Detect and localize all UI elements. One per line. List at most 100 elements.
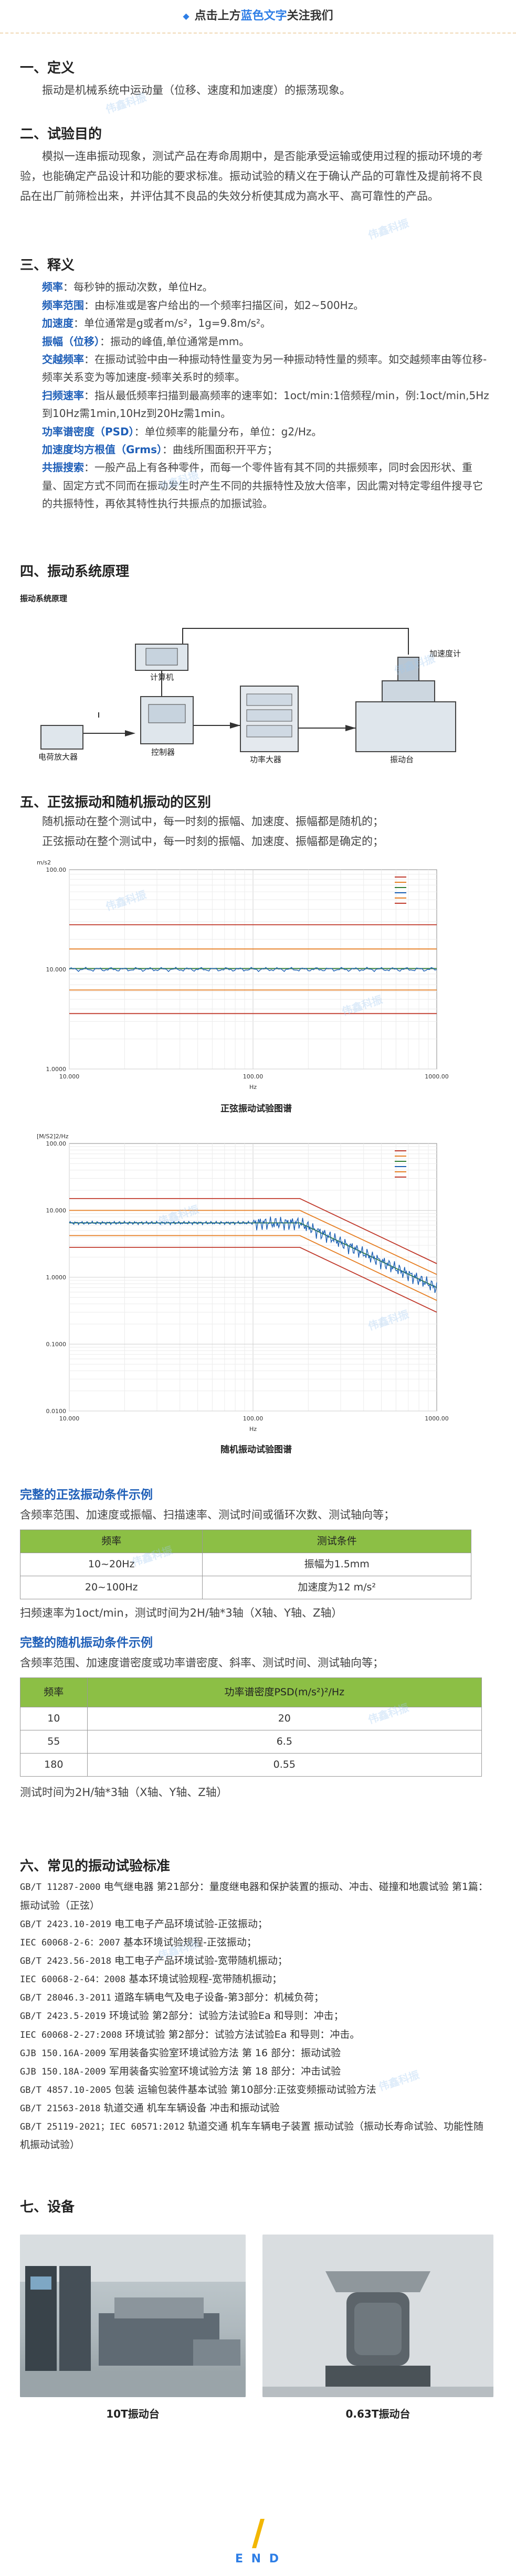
- table-row: 10 20: [20, 1707, 482, 1731]
- random-example: 完整的随机振动条件示例 含频率范围、加速度谱密度或功率谱密度、斜率、测试时间、测…: [20, 1632, 492, 1803]
- glossary-term: 振幅（位移）: [42, 335, 100, 348]
- table-cell: 10~20Hz: [19, 1553, 203, 1577]
- sine-table: 频率 测试条件 10~20Hz 振幅为1.5mm 20~100Hz 加速度为12…: [19, 1530, 471, 1600]
- table-row: 180 0.55: [20, 1753, 482, 1777]
- table-cell: 6.5: [87, 1730, 482, 1754]
- y-tick-label: 100.00: [46, 867, 67, 873]
- photo-10t-shaker: [20, 2235, 246, 2397]
- standard-title: 军用装备实验室环境试验方法 第 16 部分：振动试验: [109, 2047, 341, 2059]
- standard-title: 基本环境试验规程-正弦振动；: [123, 1936, 257, 1948]
- chevron-down-icon: ◆: [183, 11, 189, 21]
- section-glossary: 三、释义 频率：每秒钟的振动次数，单位Hz。 频率范围：由标准或是客户给出的一个频…: [20, 256, 492, 512]
- glossary-item: 加速度均方根值（Grms）：曲线所围面积开平方；: [42, 441, 492, 458]
- standard-item: GB/T 25119-2021；IEC 60571:2012 轨道交通 机车车辆…: [20, 2118, 492, 2154]
- standard-code: GB/T 2423.10-2019: [20, 1919, 111, 1930]
- y-tick-label: 0.1000: [46, 1341, 67, 1348]
- series-line: [69, 1198, 437, 1264]
- standard-code: GB/T 4857.10-2005: [20, 2085, 111, 2096]
- y-axis-label: m/s2: [37, 859, 51, 866]
- glossary-term: 频率: [42, 281, 63, 294]
- table-header: 频率: [20, 1677, 88, 1708]
- x-tick-label: 10.000: [59, 1073, 80, 1080]
- standard-title: 基本环境试验规程-宽带随机振动；: [129, 1973, 282, 1985]
- watermark-text: 伟鑫科振: [366, 217, 410, 242]
- section-purpose: 二、试验目的 模拟一连串振动现象，测试产品在寿命周期中，是否能承受运输或使用过程…: [20, 125, 492, 207]
- glossary-term: 加速度均方根值（Grms）: [42, 443, 163, 456]
- standard-title: 轨道交通 机车车辆电子装置 振动试验（振动长寿命试验、功能性随机振动试验）: [20, 2121, 483, 2151]
- shaker-063t-illustration: [262, 2235, 493, 2397]
- standard-code: GB/T 28046.3-2011: [20, 1993, 111, 2004]
- glossary-text: ：在振动试验中由一种振动特性量变为另一种振动特性量的频率。如交越频率由等位移-频…: [42, 352, 487, 384]
- glossary-term: 频率范围: [42, 298, 84, 312]
- sine-chart: 10.000 100.00 1000.00 100.00 10.000 1.0000 m/s…: [33, 854, 468, 1095]
- glossary-text: ：指从最低频率扫描到最高频率的速率如：1oct/min:1倍频程/min，例:1…: [42, 389, 489, 420]
- glossary-item: 共振搜索：一般产品上有各种零件，而每一个零件皆有其不同的共振频率，同时会因形状、…: [42, 458, 492, 512]
- standard-item: GB/T 2423.10-2019 电工电子产品环境试验-正弦振动；: [20, 1915, 492, 1933]
- glossary-text: ：由标准或是客户给出的一个频率扫描区间，如2~500Hz。: [84, 298, 364, 312]
- diagram-title: 振动系统原理: [20, 594, 68, 603]
- y-tick-label: 100.00: [46, 1140, 67, 1147]
- label-shaker: 振动台: [390, 755, 414, 764]
- section-system: 四、振动系统原理: [20, 562, 492, 581]
- section-title: 一、定义: [20, 60, 75, 76]
- x-axis-label: Hz: [249, 1084, 257, 1091]
- sine-example-desc: 含频率范围、加速度或振幅、扫描速率、测试时间或循环次数、测试轴向等；: [20, 1509, 395, 1522]
- glossary-term: 交越频率: [42, 352, 84, 366]
- glossary-item: 加速度：单位通常是g或者m/s²，1g=9.8m/s²。: [42, 314, 492, 332]
- glossary-text: ：每秒钟的振动次数，单位Hz。: [63, 281, 213, 294]
- end-mark: E N D: [0, 2518, 516, 2570]
- glossary-list: 频率：每秒钟的振动次数，单位Hz。 频率范围：由标准或是客户给出的一个频率扫描区间…: [20, 278, 492, 512]
- standard-code: GB/T 21563-2018: [20, 2103, 101, 2114]
- x-tick-label: 10.000: [59, 1415, 80, 1422]
- end-text: E N D: [235, 2552, 281, 2566]
- glossary-item: 频率范围：由标准或是客户给出的一个频率扫描区间，如2~500Hz。: [42, 296, 492, 314]
- follow-header[interactable]: ◆ 点击上方 蓝色文字 关注我们: [0, 0, 516, 34]
- follow-prefix: 点击上方: [194, 9, 241, 23]
- system-diagram: 振动系统原理: [20, 592, 492, 773]
- glossary-item: 交越频率：在振动试验中由一种振动特性量变为另一种振动特性量的频率。如交越频率由等…: [42, 350, 492, 387]
- end-slash-icon: [251, 2519, 265, 2548]
- glossary-text: ：曲线所围面积开平方；: [162, 443, 278, 456]
- follow-link[interactable]: 蓝色文字: [240, 9, 287, 23]
- photo1-caption: 10T振动台: [106, 2408, 160, 2420]
- standard-item: GB/T 28046.3-2011 道路车辆电气及电子设备-第3部分：机械负荷；: [20, 1989, 492, 2007]
- glossary-text: ：一般产品上有各种零件，而每一个零件皆有其不同的共振频率，同时会因形状、重量、固…: [42, 461, 483, 510]
- standard-title: 电工电子产品环境试验-正弦振动；: [114, 1918, 268, 1930]
- sine-desc: 正弦振动在整个测试中，每一时刻的振幅、加速度、振幅都是确定的；: [42, 835, 384, 848]
- x-tick-label: 100.00: [243, 1415, 264, 1422]
- glossary-text: ：单位频率的能量分布，单位：g2/Hz。: [134, 425, 322, 438]
- series-line: [69, 1247, 437, 1313]
- standard-item: IEC 60068-2-6：2007 基本环境试验规程-正弦振动；: [20, 1933, 492, 1952]
- standard-item: GJB 150.16A-2009 军用装备实验室环境试验方法 第 16 部分：振…: [20, 2044, 492, 2062]
- standard-code: IEC 60068-2-64：2008: [20, 1974, 126, 1985]
- random-table: 频率 功率谱密度PSD(m/s²)²/Hz 10 20 55 6.5 180 0…: [20, 1677, 482, 1777]
- standard-code: GB/T 25119-2021；IEC 60571:2012: [20, 2122, 185, 2133]
- glossary-item: 振幅（位移）：振动的峰值,单位通常是mm。: [42, 333, 492, 350]
- y-tick-label: 1.0000: [46, 1066, 67, 1073]
- standard-title: 军用装备实验室环境试验方法 第 18 部分：冲击试验: [109, 2065, 341, 2077]
- standard-item: GB/T 21563-2018 轨道交通 机车车辆设备 冲击和振动试验: [20, 2099, 492, 2118]
- table-cell: 加速度为12 m/s²: [202, 1576, 471, 1600]
- glossary-item: 频率：每秒钟的振动次数，单位Hz。: [42, 278, 492, 296]
- standard-title: 轨道交通 机车车辆设备 冲击和振动试验: [103, 2102, 280, 2114]
- table-cell: 20: [87, 1707, 482, 1731]
- y-tick-label: 0.0100: [46, 1408, 67, 1415]
- standard-code: GJB 150.16A-2009: [20, 2048, 106, 2059]
- standard-item: GB/T 2423.56-2018 电工电子产品环境试验-宽带随机振动；: [20, 1952, 492, 1970]
- x-axis-label: Hz: [249, 1426, 257, 1433]
- glossary-item: 扫频速率：指从最低频率扫描到最高频率的速率如：1oct/min:1倍频程/min…: [42, 387, 492, 423]
- standard-title: 环境试验 第2部分：试验方法试验Ea 和导则：冲击。: [125, 2028, 360, 2040]
- section-sine-vs-random: 五、正弦振动和随机振动的区别 随机振动在整个测试中，每一时刻的振幅、加速度、振幅…: [20, 793, 492, 852]
- table-row: 55 6.5: [20, 1730, 482, 1754]
- label-charge-amp: 电荷放大器: [38, 752, 78, 762]
- section-body: 模拟一连串振动现象，测试产品在寿命周期中，是否能承受运输或使用过程的振动环境的考…: [20, 150, 483, 202]
- standard-code: IEC 60068-2-6：2007: [20, 1937, 120, 1948]
- random-example-title: 完整的随机振动条件示例: [20, 1636, 153, 1650]
- section-title: 三、释义: [20, 258, 75, 273]
- section-standards: 六、常见的振动试验标准 GB/T 11287-2000 电气继电器 第21部分：…: [20, 1857, 492, 2155]
- random-chart-caption: 随机振动试验图谱: [220, 1445, 292, 1455]
- series-line: [69, 967, 437, 972]
- section-title: 七、设备: [20, 2199, 75, 2215]
- standard-item: GJB 150.18A-2009 军用装备实验室环境试验方法 第 18 部分：冲…: [20, 2062, 492, 2081]
